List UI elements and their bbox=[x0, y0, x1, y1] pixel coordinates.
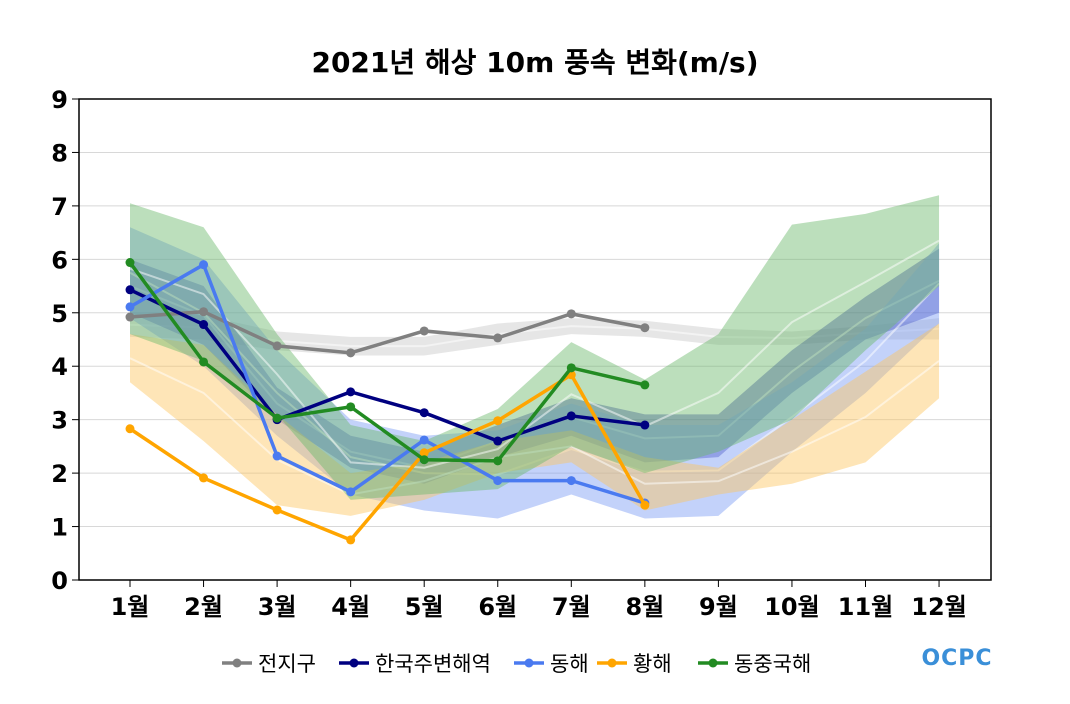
data-point bbox=[346, 487, 356, 497]
y-tick-label: 6 bbox=[51, 246, 68, 274]
series-line-한국주변해역 bbox=[129, 288, 646, 443]
data-point bbox=[493, 456, 503, 466]
data-point bbox=[493, 476, 503, 486]
data-point bbox=[640, 500, 650, 510]
svg-text:OCPC: OCPC bbox=[921, 646, 992, 671]
legend-label: 동해 bbox=[550, 652, 589, 676]
data-point bbox=[566, 411, 576, 421]
band-mean-line bbox=[129, 271, 940, 476]
x-tick-label: 8월 bbox=[625, 593, 664, 621]
data-point bbox=[272, 341, 282, 351]
y-tick-label: 9 bbox=[51, 86, 68, 114]
data-point bbox=[199, 307, 209, 317]
data-point bbox=[125, 302, 135, 312]
legend-marker bbox=[607, 658, 617, 668]
data-point bbox=[419, 408, 429, 418]
data-point bbox=[640, 420, 650, 430]
data-point bbox=[493, 436, 503, 446]
band-동해 bbox=[130, 227, 940, 519]
data-point bbox=[419, 448, 429, 458]
data-point bbox=[346, 387, 356, 397]
y-tick-label: 3 bbox=[51, 407, 68, 435]
x-tick-label: 11월 bbox=[838, 593, 893, 621]
data-point bbox=[419, 455, 429, 465]
y-tick-label: 4 bbox=[51, 353, 68, 381]
data-point bbox=[125, 285, 135, 295]
data-point bbox=[419, 435, 429, 445]
data-point bbox=[640, 323, 650, 333]
band-동중국해 bbox=[130, 195, 940, 500]
data-point bbox=[346, 348, 356, 358]
band-mean-line bbox=[129, 239, 940, 469]
x-tick-label: 4월 bbox=[331, 593, 370, 621]
data-point bbox=[493, 416, 503, 426]
y-tick-label: 1 bbox=[51, 514, 68, 542]
legend-marker bbox=[524, 658, 534, 668]
x-tick-label: 2월 bbox=[184, 593, 223, 621]
x-tick-label: 3월 bbox=[258, 593, 297, 621]
x-tick-label: 6월 bbox=[478, 593, 517, 621]
y-tick-label: 8 bbox=[51, 139, 68, 167]
x-tick-label: 10월 bbox=[764, 593, 819, 621]
y-tick-label: 2 bbox=[51, 460, 68, 488]
legend-label: 동중국해 bbox=[734, 652, 811, 676]
data-point bbox=[346, 535, 356, 545]
series-line-전지구 bbox=[129, 309, 646, 355]
ocpc-logo: OCPC bbox=[921, 646, 992, 671]
chart-title: 2021년 해상 10m 풍속 변화(m/s) bbox=[311, 46, 758, 79]
legend-label: 황해 bbox=[633, 652, 672, 676]
data-point bbox=[199, 320, 209, 330]
legend-marker bbox=[349, 658, 359, 668]
data-point bbox=[125, 312, 135, 322]
y-tick-label: 0 bbox=[51, 567, 68, 595]
x-tick-label: 12월 bbox=[911, 593, 966, 621]
data-point bbox=[199, 357, 209, 367]
data-point bbox=[566, 363, 576, 373]
data-point bbox=[566, 476, 576, 486]
legend-marker bbox=[708, 658, 718, 668]
band-한국주변해역 bbox=[130, 248, 940, 484]
band-mean-line bbox=[129, 357, 940, 496]
x-tick-label: 9월 bbox=[699, 593, 738, 621]
x-tick-label: 7월 bbox=[552, 593, 591, 621]
data-point bbox=[272, 451, 282, 461]
legend-label: 한국주변해역 bbox=[375, 652, 491, 676]
legend-label: 전지구 bbox=[258, 652, 316, 676]
data-point bbox=[125, 258, 135, 268]
data-point bbox=[199, 260, 209, 270]
data-point bbox=[566, 309, 576, 319]
data-point bbox=[199, 473, 209, 483]
legend-marker bbox=[232, 658, 242, 668]
series-line-동해 bbox=[129, 262, 646, 505]
data-point bbox=[493, 333, 503, 343]
y-tick-label: 7 bbox=[51, 193, 68, 221]
data-point bbox=[272, 505, 282, 515]
data-point bbox=[272, 413, 282, 423]
y-tick-label: 5 bbox=[51, 300, 68, 328]
x-tick-label: 5월 bbox=[405, 593, 444, 621]
band-황해 bbox=[130, 323, 940, 516]
x-tick-label: 1월 bbox=[111, 593, 150, 621]
data-point bbox=[125, 424, 135, 434]
data-point bbox=[419, 326, 429, 336]
data-point bbox=[346, 402, 356, 412]
data-point bbox=[640, 380, 650, 390]
plot-frame bbox=[78, 98, 992, 581]
series-line-동중국해 bbox=[128, 261, 646, 463]
